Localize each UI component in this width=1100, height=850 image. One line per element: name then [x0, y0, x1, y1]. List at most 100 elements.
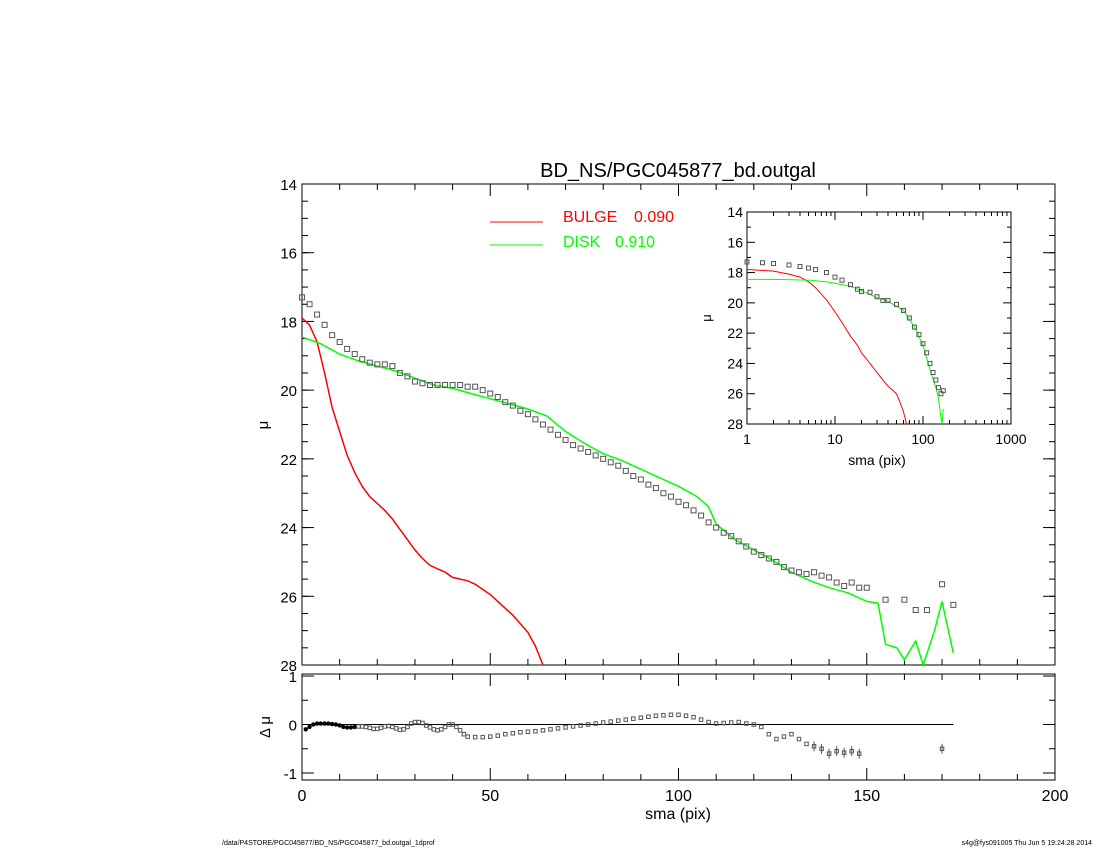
inset-data-point — [770, 260, 776, 266]
residual-data-point — [766, 731, 772, 737]
main-data-point — [795, 569, 802, 576]
main-data-point — [509, 402, 516, 409]
residual-data-point — [450, 722, 455, 727]
main-data-point — [449, 381, 456, 388]
residual-data-point — [721, 720, 726, 726]
residual-x-tick-label: 0 — [298, 788, 307, 805]
main-data-point — [630, 473, 637, 480]
main-data-point — [524, 411, 531, 418]
inset-ticks — [746, 211, 1012, 425]
main-data-point — [314, 311, 321, 318]
main-data-point — [950, 601, 957, 608]
residual-data-point — [356, 724, 361, 729]
main-series-group — [299, 294, 957, 668]
inset-plot-frame — [746, 211, 1012, 425]
residual-data-point — [698, 717, 704, 722]
inset-data-point — [935, 385, 941, 391]
main-data-point — [939, 581, 946, 588]
main-data-point — [306, 301, 313, 308]
inset-data-point — [823, 270, 829, 276]
inset-data-point — [894, 301, 900, 307]
residual-data-point — [397, 727, 403, 733]
main-data-point — [336, 339, 343, 346]
residual-data-point — [472, 734, 478, 740]
main-data-point — [912, 607, 919, 614]
main-data-point — [863, 584, 870, 591]
residual-data-point — [420, 720, 425, 726]
residual-data-point — [796, 736, 802, 742]
residual-data-point — [616, 718, 621, 723]
residual-data-point — [371, 726, 376, 732]
main-data-point — [299, 294, 305, 301]
inset-y-tick-label: 26 — [727, 386, 743, 402]
inset-y-tick-labels: 14 16 18 20 22 24 26 28 — [727, 204, 743, 432]
residual-data-point — [653, 713, 659, 719]
inset-y-axis-label: μ — [699, 314, 714, 322]
residual-x-axis-label: sma (pix) — [645, 806, 711, 823]
inset-data-point — [839, 277, 845, 283]
residual-data-point — [457, 728, 463, 733]
inset-data-point — [933, 377, 939, 383]
residual-data-point — [393, 726, 399, 731]
residual-x-tick-label: 50 — [481, 788, 499, 805]
footer-right-stamp: s4g@fys091005 Thu Jun 5 19:24:28 2014 — [961, 840, 1092, 847]
residual-data-point — [382, 724, 388, 729]
main-data-point — [622, 467, 629, 474]
main-data-point — [502, 399, 509, 406]
residual-plot-frame — [301, 673, 1056, 781]
residual-data-point — [661, 713, 666, 718]
main-y-tick-labels: 14 16 18 20 22 24 26 28 — [280, 177, 297, 675]
legend-bulge-label: BULGE — [563, 209, 617, 226]
residual-data-point — [303, 727, 308, 732]
residual-data-point — [774, 736, 779, 742]
main-data-point — [882, 596, 889, 603]
residual-data-point — [706, 719, 711, 725]
inset-data-point — [924, 350, 930, 356]
main-data-point — [667, 493, 674, 500]
residual-data-point — [337, 723, 342, 728]
main-data-point — [690, 507, 697, 514]
residual-data-point — [318, 721, 324, 726]
inset-data-point — [786, 262, 792, 268]
residual-data-point — [329, 721, 335, 727]
residual-y-tick-labels: 1 0 -1 — [284, 669, 297, 783]
residual-data-point — [789, 731, 794, 737]
residual-data-point — [638, 715, 644, 720]
residual-data-point — [314, 721, 320, 726]
residual-data-point — [631, 716, 636, 721]
main-data-point — [396, 369, 403, 376]
main-data-point — [381, 361, 388, 368]
main-data-point — [329, 332, 336, 339]
residual-data-point — [676, 712, 681, 718]
main-y-tick-label: 24 — [280, 521, 297, 538]
inset-data-point — [759, 260, 765, 266]
residual-data-point — [363, 724, 369, 730]
main-data-point — [600, 455, 607, 462]
main-data-point — [780, 564, 787, 571]
residual-data-point — [713, 721, 719, 726]
main-data-point — [705, 519, 712, 526]
inset-data-point — [832, 274, 838, 280]
inset-y-tick-label: 24 — [727, 355, 743, 371]
residual-data-point — [412, 719, 418, 725]
residual-x-tick-label: 100 — [665, 788, 692, 805]
main-data-point — [555, 431, 562, 438]
inset-y-tick-label: 14 — [727, 204, 743, 220]
residual-data-point — [548, 727, 553, 732]
inset-data-point — [916, 332, 922, 338]
residual-data-point — [333, 722, 339, 727]
inset-y-tick-label: 18 — [727, 265, 743, 281]
main-data-point — [389, 363, 396, 370]
residual-y-tick-label: -1 — [284, 766, 297, 783]
main-data-point — [645, 481, 652, 488]
main-data-point — [547, 426, 554, 433]
main-data-point — [833, 579, 840, 586]
residual-data-point — [736, 719, 741, 725]
inset-panel: 14 16 18 20 22 24 26 28 1 10 100 1000 sma (pix) μ — [699, 204, 1027, 468]
inset-x-tick-label: 1000 — [995, 431, 1026, 447]
inset-x-tick-label: 10 — [827, 431, 843, 447]
residual-panel: 10-1 0 50 100 150 200 sma (pix) Δ μ — [257, 669, 1068, 823]
residual-data-point — [344, 725, 350, 730]
residual-data-point — [563, 725, 568, 730]
main-data-point — [442, 381, 449, 388]
